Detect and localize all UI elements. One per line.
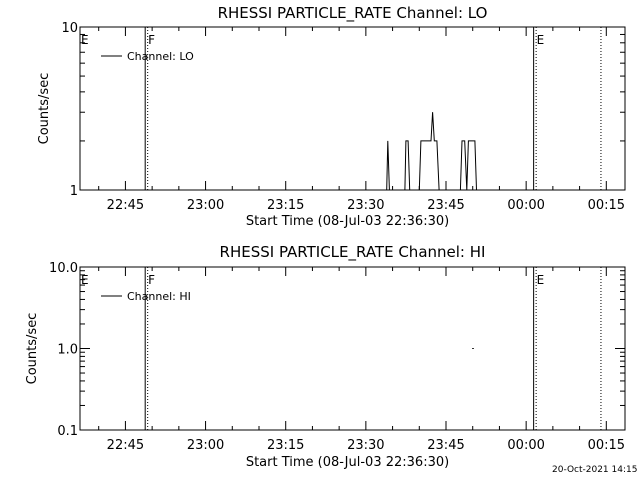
panel1-event-label: E	[537, 33, 545, 47]
panel2-y-tick-label: 0.1	[57, 424, 78, 439]
panel1-x-tick-label: 23:00	[187, 198, 224, 213]
panel2-x-tick-label: 23:30	[347, 438, 384, 453]
panel2-y-axis-label: Counts/sec	[25, 313, 40, 385]
panel2-legend-label: Channel: HI	[127, 290, 191, 303]
panel2-x-tick-label: 23:00	[187, 438, 224, 453]
panel2-y-tick-label: 1.0	[57, 343, 78, 358]
panel2-x-tick-label: 00:00	[507, 438, 544, 453]
panel2-x-tick-label: 23:45	[427, 438, 464, 453]
panel1-x-tick-label: 23:30	[347, 198, 384, 213]
panel2-y-tick-label: 10.0	[49, 261, 78, 276]
panel1-x-tick-label: 22:45	[107, 198, 144, 213]
panel1-x-tick-label: 23:15	[267, 198, 304, 213]
panel1-x-axis-label: Start Time (08-Jul-03 22:36:30)	[246, 214, 449, 229]
panel1-x-tick-label: 00:00	[507, 198, 544, 213]
panel2-event-label: E	[81, 273, 89, 287]
panel2-x-axis-label: Start Time (08-Jul-03 22:36:30)	[246, 455, 449, 470]
footer-timestamp: 20-Oct-2021 14:15	[552, 465, 638, 475]
panel1-legend-label: Channel: LO	[127, 50, 194, 63]
panel1-y-tick-label: 10	[61, 21, 78, 36]
panel2-x-tick-label: 00:15	[588, 438, 625, 453]
panel1-y-axis-label: Counts/sec	[37, 73, 52, 145]
panel1-x-tick-label: 00:15	[588, 198, 625, 213]
panel1-event-label: E	[81, 33, 89, 47]
panel1-x-tick-label: 23:45	[427, 198, 464, 213]
panel1-chart-title: RHESSI PARTICLE_RATE Channel: LO	[218, 4, 488, 23]
panel1-plot-frame	[79, 26, 626, 191]
panel1-event-label: F	[148, 33, 155, 47]
panel1-y-tick-label: 1	[70, 184, 78, 199]
panel2-event-label: E	[537, 273, 545, 287]
panel2-x-tick-label: 23:15	[267, 438, 304, 453]
panel2-x-tick-label: 22:45	[107, 438, 144, 453]
panel2-chart-title: RHESSI PARTICLE_RATE Channel: HI	[220, 243, 486, 262]
panel2-event-label: F	[148, 273, 155, 287]
panel1-series-line-1	[386, 112, 477, 191]
